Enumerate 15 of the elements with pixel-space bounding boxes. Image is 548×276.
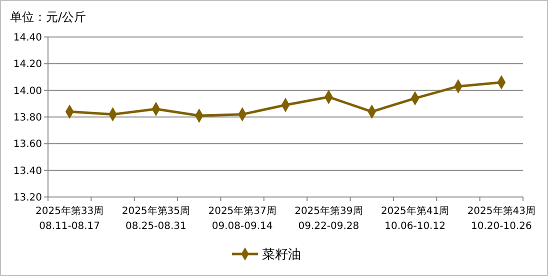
y-tick-label: 14.40: [13, 32, 42, 44]
y-tick-label: 13.20: [13, 192, 42, 204]
x-tick-label: 2025年第33周 08.11-08.17: [35, 205, 104, 232]
x-tick-label: 2025年第41周 10.06-10.12: [380, 205, 450, 232]
x-tick-label: 2025年第39周 09.22-09.28: [294, 205, 363, 232]
y-axis-title: 单位：元/公斤: [10, 10, 86, 24]
x-tick-label: 2025年第43周 10.20-10.26: [467, 205, 536, 232]
y-tick-label: 14.20: [13, 59, 42, 70]
x-tick-label: 2025年第37周 09.08-09.14: [208, 205, 276, 232]
y-tick-label: 13.40: [13, 166, 42, 177]
y-tick-label: 13.60: [13, 139, 42, 150]
y-tick-label: 14.00: [13, 86, 42, 97]
x-tick-label: 2025年第35周 08.25-08.31: [122, 205, 190, 232]
legend-label: 菜籽油: [262, 248, 301, 263]
y-tick-label: 13.80: [13, 112, 42, 124]
